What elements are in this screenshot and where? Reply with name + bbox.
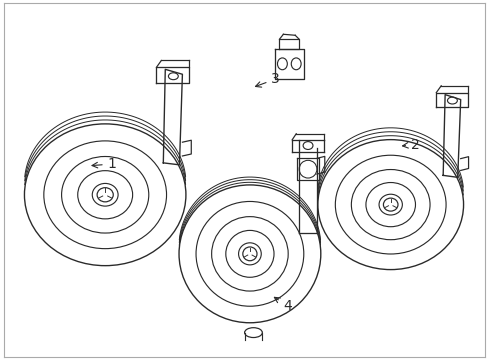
Text: 1: 1 — [92, 157, 116, 171]
Text: 2: 2 — [402, 138, 419, 152]
Text: 3: 3 — [255, 72, 280, 87]
Text: 4: 4 — [274, 297, 292, 313]
Ellipse shape — [243, 247, 257, 261]
Ellipse shape — [383, 198, 397, 211]
Ellipse shape — [97, 188, 113, 202]
